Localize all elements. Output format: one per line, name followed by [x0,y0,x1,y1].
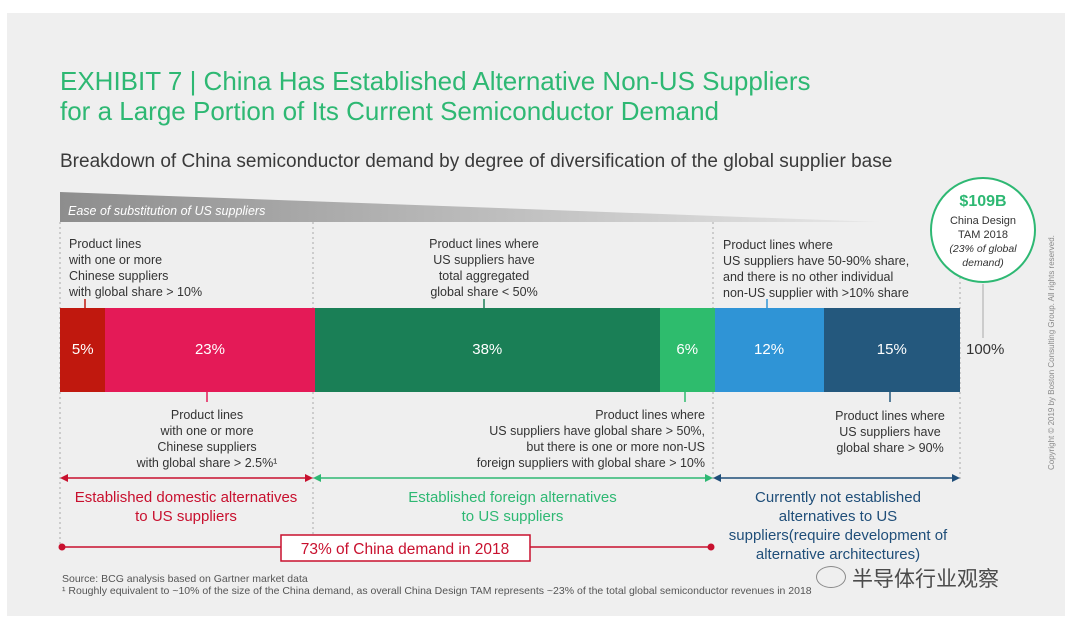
watermark-text: 半导体行业观察 [852,567,999,591]
annotation-line: but there is one or more non-US [526,440,705,454]
annotation-line: with one or more [69,253,163,267]
china-demand-end-dot [707,543,715,551]
tam-line-1: China Design [950,215,1016,227]
category-line: alternative architectures) [755,546,921,563]
annotation-bottom-us-over-90: Product lines where US suppliers have gl… [815,408,965,456]
total-label: 100% [966,341,1005,358]
tam-line-2: TAM 2018 [958,229,1008,241]
footer-note: ¹ Roughly equivalent to ~10% of the size… [62,585,812,597]
annotation-line: with global share > 10% [69,285,203,299]
bar-segment [823,308,960,392]
annotation-bottom-us-over-50: Product lines where US suppliers have gl… [455,407,705,471]
bracket-foreign-left-arrow [313,474,321,482]
category-line: Currently not established [755,489,921,506]
annotation-bottom-chinese-2-5: Product lines with one or more Chinese s… [112,407,302,471]
annotation-line: foreign suppliers with global share > 10… [476,456,705,470]
category-domestic: Established domestic alternatives to US … [62,488,310,526]
annotation-line: total aggregated [438,269,530,283]
bar-segment [105,308,315,392]
category-foreign: Established foreign alternatives to US s… [380,488,645,526]
annotation-line: Product lines where [723,238,833,252]
annotation-line: Chinese suppliers [69,269,169,283]
china-demand-start-dot [58,543,66,551]
annotation-line: with one or more [160,424,254,438]
annotation-line: Product lines where [595,408,705,422]
annotation-line: Chinese suppliers [157,440,257,454]
bracket-not-established-right-arrow [952,474,960,482]
category-line: to US suppliers [135,508,237,525]
annotation-line: US suppliers have [433,253,535,267]
annotation-line: global share < 50% [430,285,538,299]
bar-segment [714,308,824,392]
annotation-line: Product lines [170,408,244,422]
category-line: Established foreign alternatives [408,489,617,506]
bar-value-label: 6% [676,341,699,358]
annotation-line: Product lines where [835,409,945,423]
tam-line-4: demand) [962,257,1003,269]
annotation-line: and there is no other individual [723,270,894,284]
bar-value-label: 15% [876,341,907,358]
china-demand-box [280,534,531,562]
annotation-line: US suppliers have [839,425,941,439]
bar-value-label: 23% [194,341,225,358]
title-line-2: for a Large Portion of Its Current Semic… [60,96,719,126]
tam-circle [930,177,1036,283]
annotation-top-us-50-90: Product lines where US suppliers have 50… [723,237,909,301]
annotation-line: global share > 90% [836,441,944,455]
wechat-icon [816,566,846,588]
footer-source: Source: BCG analysis based on Gartner ma… [62,573,308,585]
chart-subtitle: Breakdown of China semiconductor demand … [60,151,893,172]
annotation-line: non-US supplier with >10% share [723,286,909,300]
category-line: suppliers(require development of [728,527,948,544]
copyright-text: Copyright © 2019 by Boston Consulting Gr… [1047,235,1056,470]
annotation-line: US suppliers have global share > 50%, [489,424,705,438]
tam-line-3: (23% of global [949,243,1017,255]
bracket-not-established-left-arrow [713,474,721,482]
tam-value: $109B [959,193,1006,210]
bar-value-label: 5% [71,341,94,358]
bracket-domestic-right-arrow [305,474,313,482]
bracket-domestic-left-arrow [60,474,68,482]
annotation-line: Product lines where [429,237,539,251]
annotation-line: with global share > 2.5%¹ [136,456,278,470]
china-demand-label: 73% of China demand in 2018 [301,541,510,558]
bar-segment [314,308,660,392]
bar-segment [660,308,715,392]
category-line: to US suppliers [461,508,564,525]
annotation-line: US suppliers have 50-90% share, [723,254,910,268]
annotation-top-us-under-50: Product lines where US suppliers have to… [394,236,574,300]
exhibit-title: EXHIBIT 7 | China Has Established Altern… [60,66,811,126]
title-line-1: EXHIBIT 7 | China Has Established Altern… [60,66,811,96]
ease-wedge [60,192,880,222]
bar-value-label: 12% [754,341,785,358]
category-not-established: Currently not established alternatives t… [716,488,960,564]
ease-label: Ease of substitution of US suppliers [68,204,265,218]
annotation-line: Product lines [69,237,142,251]
bar-segment [60,308,106,392]
category-line: alternatives to US [778,508,898,525]
annotation-top-chinese-10: Product lines with one or more Chinese s… [69,236,202,300]
category-line: Established domestic alternatives [74,489,298,506]
bracket-foreign-right-arrow [705,474,713,482]
bar-value-label: 38% [472,341,503,358]
